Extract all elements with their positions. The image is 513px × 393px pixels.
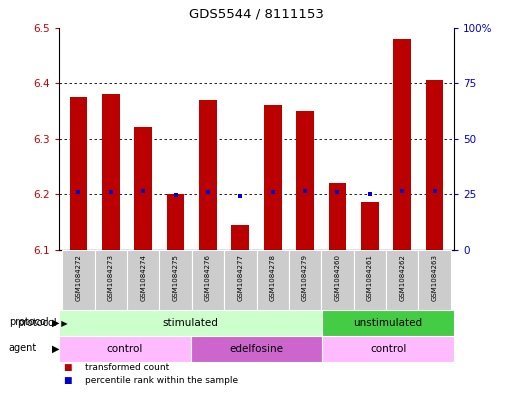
Text: ■: ■ [63,363,71,371]
Bar [426,80,443,250]
Text: GDS5544 / 8111153: GDS5544 / 8111153 [189,7,324,20]
Bar [192,250,224,310]
Text: GSM1084277: GSM1084277 [238,254,243,301]
Text: GSM1084262: GSM1084262 [399,254,405,301]
Text: edelfosine: edelfosine [229,344,284,354]
Bar [328,183,346,250]
Text: GSM1084275: GSM1084275 [172,254,179,301]
Text: ▶: ▶ [52,318,60,328]
Text: percentile rank within the sample: percentile rank within the sample [85,376,238,385]
Text: GSM1084263: GSM1084263 [431,254,438,301]
Text: ▶: ▶ [52,344,60,354]
Bar [94,250,127,310]
Bar [160,250,192,310]
Text: GSM1084272: GSM1084272 [75,254,82,301]
Bar [224,250,256,310]
Bar [70,97,87,250]
Text: ■: ■ [63,376,71,385]
Text: protocol: protocol [17,318,56,328]
Bar [256,250,289,310]
Text: stimulated: stimulated [163,318,219,328]
Bar [353,250,386,310]
Text: GSM1084274: GSM1084274 [140,254,146,301]
Bar [393,39,411,250]
Text: GSM1084261: GSM1084261 [367,254,373,301]
Bar [102,94,120,250]
Text: GSM1084260: GSM1084260 [334,254,341,301]
Bar [322,310,454,336]
Bar [59,336,191,362]
Bar [231,224,249,250]
Bar [134,127,152,250]
Text: GSM1084273: GSM1084273 [108,254,114,301]
Bar [191,336,322,362]
Bar [167,194,185,250]
Bar [419,250,451,310]
Text: ▶: ▶ [56,319,68,328]
Text: GSM1084276: GSM1084276 [205,254,211,301]
Bar [361,202,379,250]
Text: transformed count: transformed count [85,363,169,371]
Bar [289,250,321,310]
Text: control: control [107,344,143,354]
Bar [321,250,353,310]
Bar [199,100,217,250]
Text: GSM1084278: GSM1084278 [270,254,275,301]
Bar [62,250,94,310]
Bar [127,250,160,310]
Bar [296,111,314,250]
Text: unstimulated: unstimulated [353,318,423,328]
Bar [386,250,419,310]
Text: GSM1084279: GSM1084279 [302,254,308,301]
Bar [59,310,322,336]
Bar [322,336,454,362]
Text: agent: agent [9,343,37,353]
Text: protocol: protocol [9,317,48,327]
Text: control: control [370,344,406,354]
Bar [264,105,282,250]
